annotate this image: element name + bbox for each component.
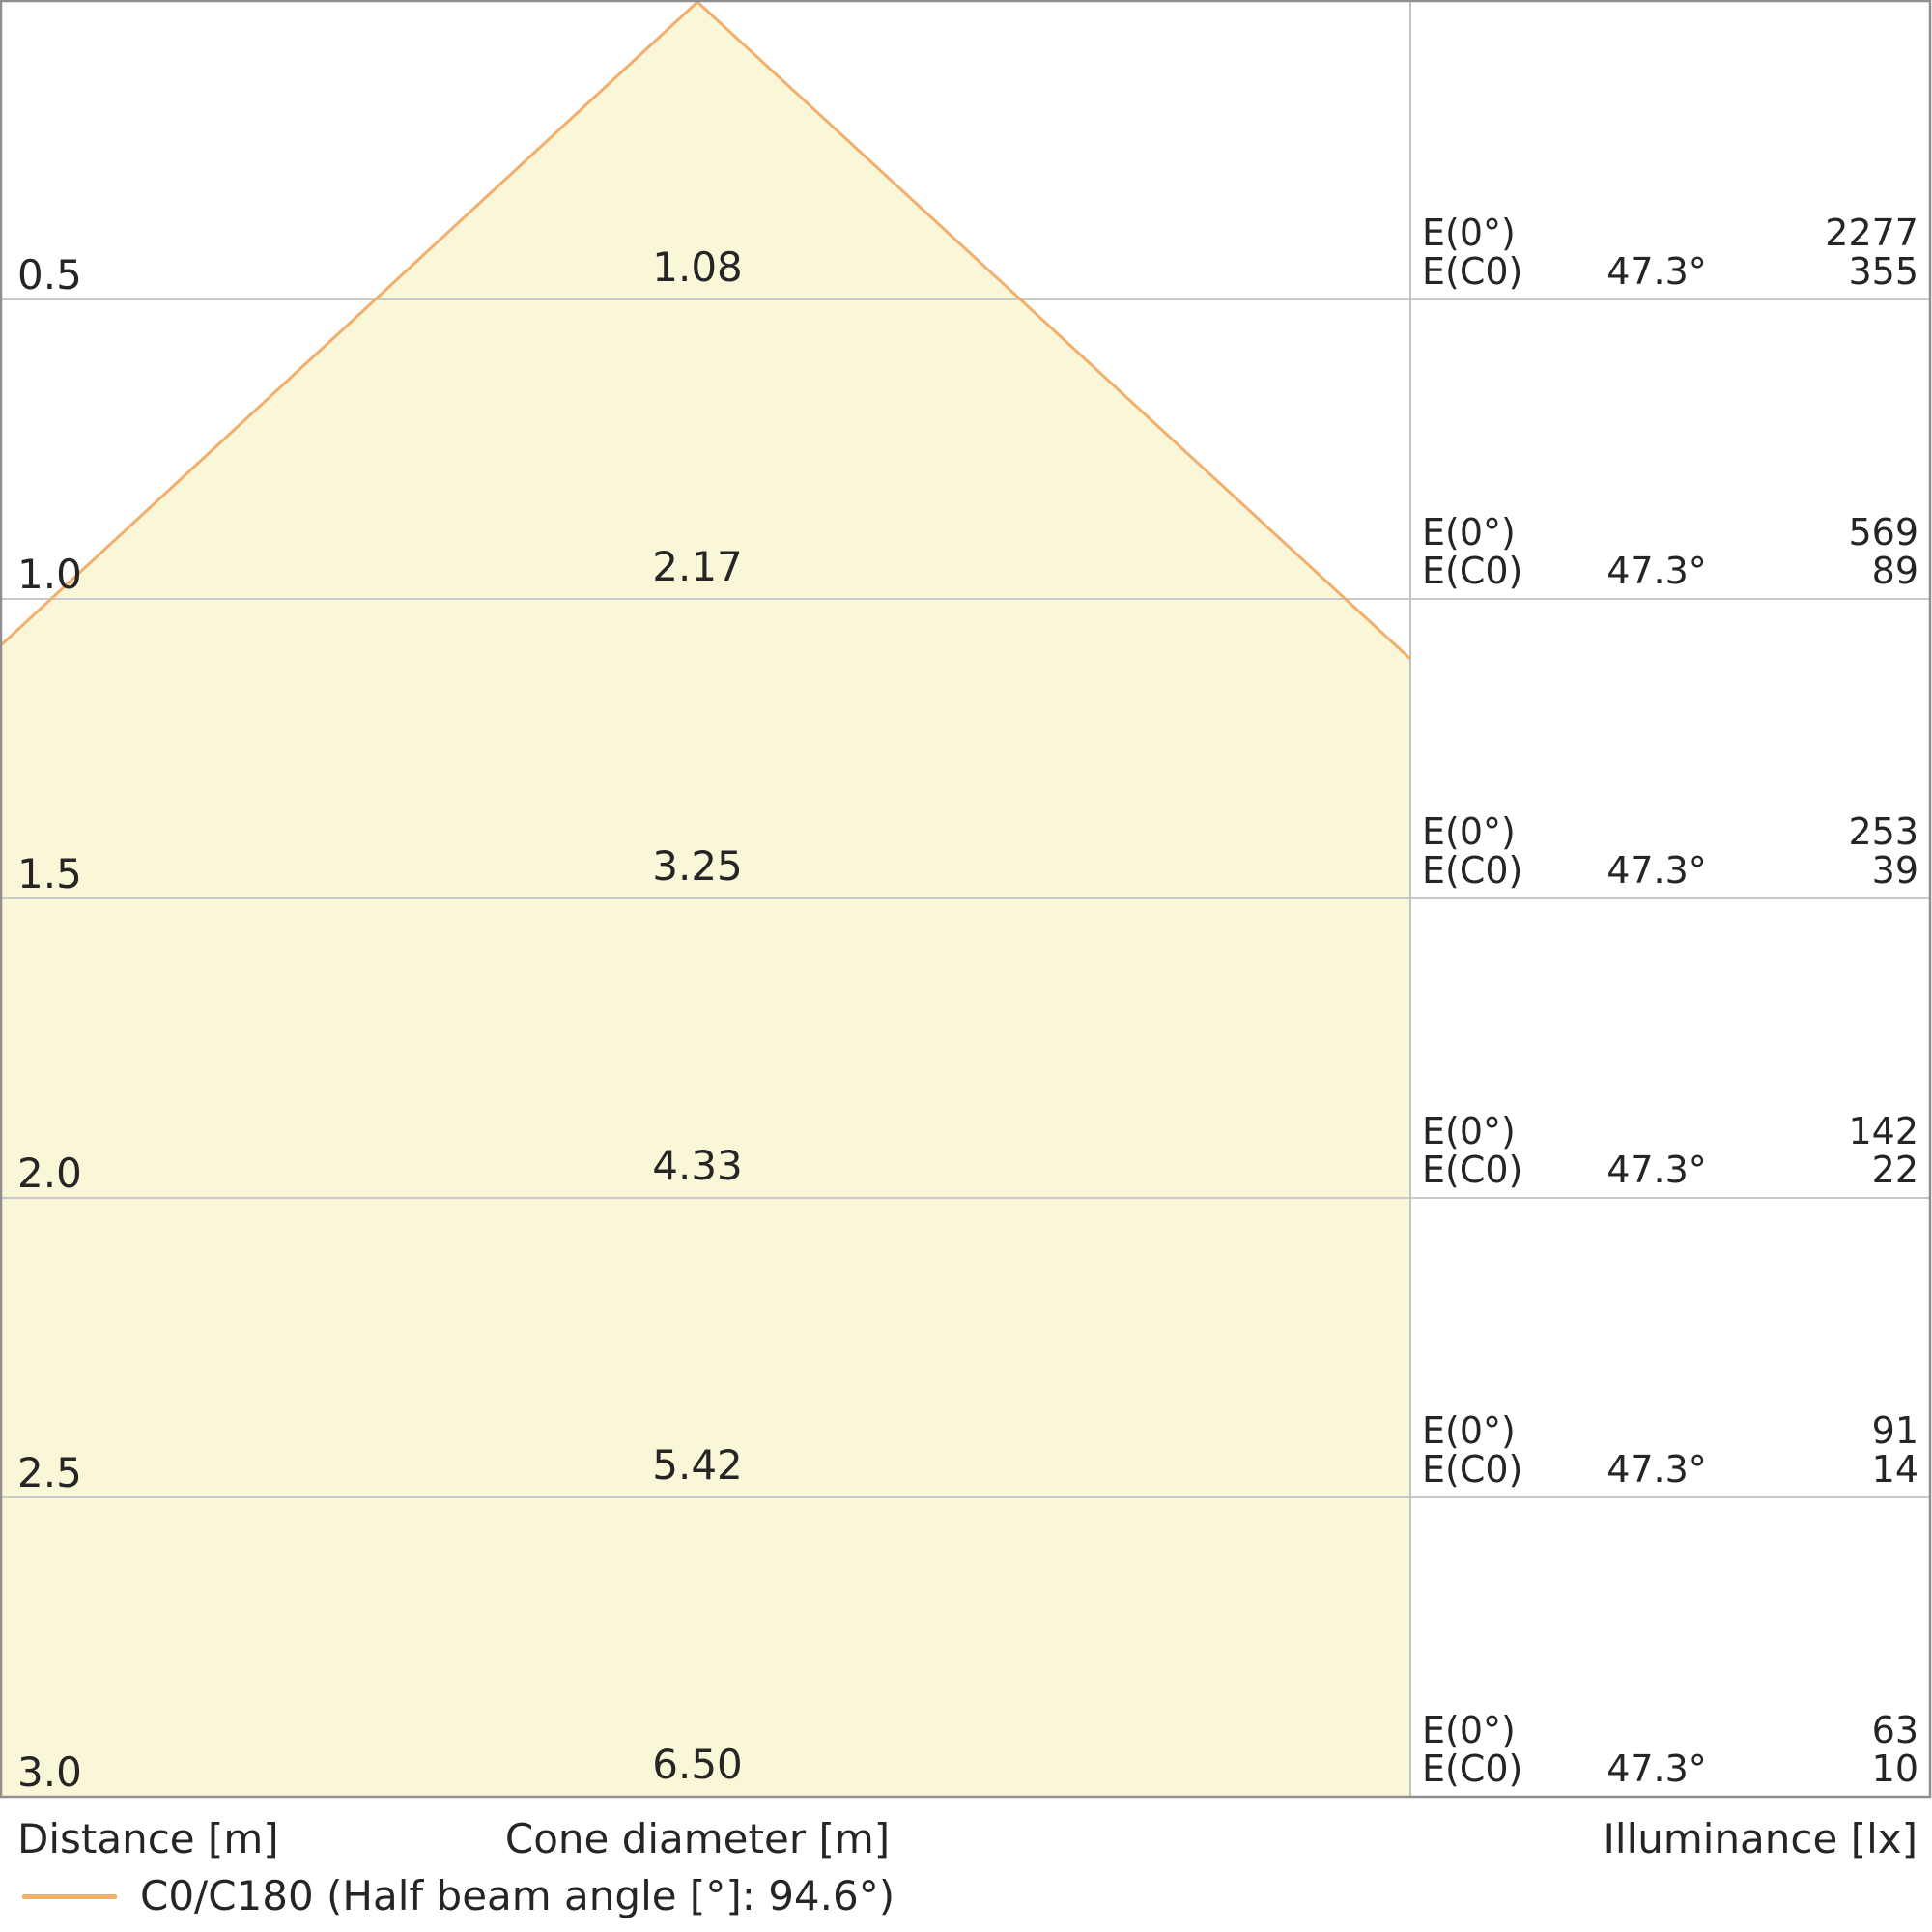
ec0-line: E(C0) 47.3° 22 — [1422, 1151, 1918, 1189]
distance-label-2-0: 2.0 — [17, 1150, 82, 1197]
legend: C0/C180 (Half beam angle [°]: 94.6°) — [22, 1876, 895, 1917]
distance-label-0-5: 0.5 — [17, 251, 82, 298]
e0-label: E(0°) — [1422, 810, 1516, 853]
e0-value: 91 — [1871, 1409, 1918, 1452]
illuminance-row-1-5: E(0°) 253 E(C0) 47.3° 39 — [1422, 810, 1918, 890]
ec0-value: 39 — [1871, 849, 1918, 892]
illuminance-row-2-5: E(0°) 91 E(C0) 47.3° 14 — [1422, 1409, 1918, 1489]
ec0-line: E(C0) 47.3° 355 — [1422, 252, 1918, 291]
ec0-value: 10 — [1871, 1747, 1918, 1790]
distance-label-2-5: 2.5 — [17, 1449, 82, 1496]
e0-value: 63 — [1871, 1709, 1918, 1751]
e0-line: E(0°) 569 — [1422, 513, 1918, 552]
e0-label: E(0°) — [1422, 212, 1516, 254]
ec0-line: E(C0) 47.3° 10 — [1422, 1749, 1918, 1788]
ec0-value: 14 — [1871, 1448, 1918, 1491]
legend-line-swatch-icon — [22, 1893, 117, 1899]
e0-line: E(0°) 142 — [1422, 1112, 1918, 1151]
e0-line: E(0°) 2277 — [1422, 213, 1918, 252]
ec0-line: E(C0) 47.3° 89 — [1422, 552, 1918, 590]
e0-value: 142 — [1848, 1110, 1918, 1152]
ec0-line: E(C0) 47.3° 14 — [1422, 1450, 1918, 1489]
axis-caption-distance: Distance [m] — [17, 1815, 279, 1862]
ec0-angle: 47.3° — [1606, 1149, 1707, 1191]
illuminance-row-1-0: E(0°) 569 E(C0) 47.3° 89 — [1422, 511, 1918, 590]
ec0-value: 89 — [1871, 550, 1918, 592]
ec0-angle: 47.3° — [1606, 550, 1707, 592]
axis-caption-illuminance: Illuminance [lx] — [1603, 1815, 1918, 1862]
e0-value: 2277 — [1825, 212, 1918, 254]
ec0-label: E(C0) — [1422, 550, 1523, 592]
ec0-angle: 47.3° — [1606, 1747, 1707, 1790]
cone-diameter-value-1-0: 2.17 — [652, 543, 743, 590]
ec0-line: E(C0) 47.3° 39 — [1422, 851, 1918, 890]
illuminance-row-0-5: E(0°) 2277 E(C0) 47.3° 355 — [1422, 212, 1918, 291]
distance-label-1-5: 1.5 — [17, 850, 82, 897]
ec0-value: 355 — [1848, 250, 1918, 293]
legend-label: C0/C180 (Half beam angle [°]: 94.6°) — [140, 1872, 895, 1919]
ec0-label: E(C0) — [1422, 849, 1523, 892]
illuminance-row-3-0: E(0°) 63 E(C0) 47.3° 10 — [1422, 1709, 1918, 1788]
ec0-angle: 47.3° — [1606, 1448, 1707, 1491]
ec0-label: E(C0) — [1422, 1747, 1523, 1790]
ec0-value: 22 — [1871, 1149, 1918, 1191]
distance-label-1-0: 1.0 — [17, 551, 82, 598]
e0-label: E(0°) — [1422, 1709, 1516, 1751]
ec0-label: E(C0) — [1422, 250, 1523, 293]
gridlines — [2, 298, 1930, 1498]
beam-edge-line-left — [0, 0, 699, 646]
e0-label: E(0°) — [1422, 511, 1516, 554]
e0-value: 569 — [1848, 511, 1918, 554]
ec0-label: E(C0) — [1422, 1149, 1523, 1191]
e0-label: E(0°) — [1422, 1110, 1516, 1152]
ec0-angle: 47.3° — [1606, 849, 1707, 892]
e0-line: E(0°) 63 — [1422, 1711, 1918, 1749]
e0-line: E(0°) 91 — [1422, 1411, 1918, 1450]
cone-diameter-value-2-0: 4.33 — [652, 1142, 743, 1189]
cone-diagram-canvas — [0, 0, 1932, 1799]
illuminance-row-2-0: E(0°) 142 E(C0) 47.3° 22 — [1422, 1110, 1918, 1189]
distance-label-3-0: 3.0 — [17, 1748, 82, 1796]
cone-diameter-value-0-5: 1.08 — [652, 243, 743, 291]
cone-diameter-value-3-0: 6.50 — [652, 1741, 743, 1788]
cone-diameter-value-1-5: 3.25 — [652, 842, 743, 890]
e0-label: E(0°) — [1422, 1409, 1516, 1452]
chart-border — [0, 0, 1932, 1799]
axis-caption-cone-diameter: Cone diameter [m] — [504, 1815, 891, 1862]
cone-diameter-value-2-5: 5.42 — [652, 1441, 743, 1489]
e0-line: E(0°) 253 — [1422, 812, 1918, 851]
ec0-label: E(C0) — [1422, 1448, 1523, 1491]
e0-value: 253 — [1848, 810, 1918, 853]
beam-edge-line-right — [696, 0, 1412, 661]
ec0-angle: 47.3° — [1606, 250, 1707, 293]
